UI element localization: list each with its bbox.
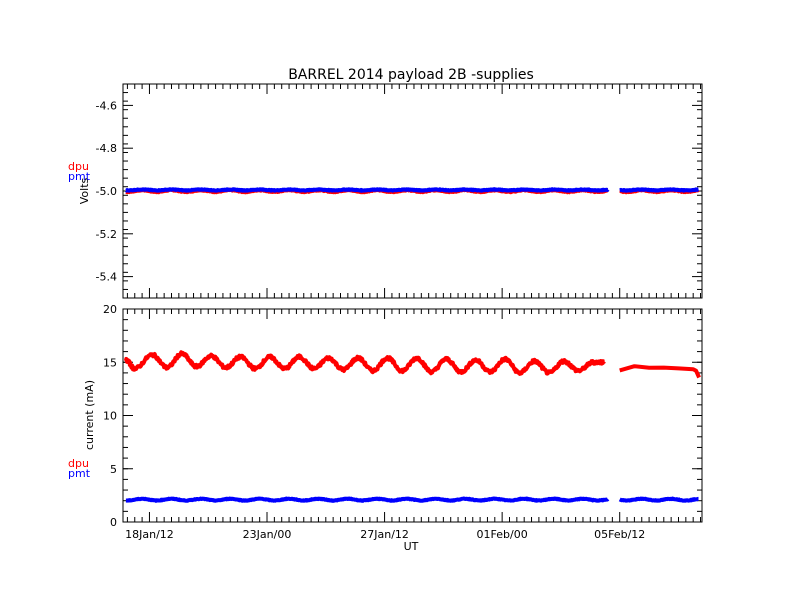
x-axis-ticks: 18Jan/12 23Jan/00 27Jan/12 01Feb/00 05Feb/12 — [125, 528, 645, 541]
series-pmt-current-seg1 — [618, 496, 700, 503]
ytick-label: 0 — [110, 516, 117, 529]
ytick-label: 5 — [110, 463, 117, 476]
legend-pmt-voltage: pmt — [68, 170, 91, 183]
xtick-label: 18Jan/12 — [125, 528, 174, 541]
legend-dpu-current: dpu — [68, 457, 89, 470]
series-pmt-current-seg0 — [124, 496, 610, 503]
legend-dpu-voltage: dpu — [68, 160, 89, 173]
chart-title: BARREL 2014 payload 2B -supplies — [288, 67, 534, 83]
series-pmt-voltage-seg0 — [124, 187, 610, 193]
current-panel: 0 5 10 15 20 current (mA) dpu pmt — [68, 303, 703, 529]
series-pmt-voltage-seg1 — [618, 187, 700, 193]
ytick-label: 15 — [103, 356, 117, 369]
ytick-label: -5.0 — [96, 185, 117, 198]
current-axis-label: current (mA) — [83, 380, 96, 450]
ytick-label: -4.6 — [96, 99, 117, 112]
legend-pmt-current: pmt — [68, 467, 91, 480]
ytick-label: 20 — [103, 303, 117, 316]
xtick-label: 27Jan/12 — [360, 528, 409, 541]
voltage-axis-label: Volts — [78, 177, 91, 204]
ytick-label: -4.8 — [96, 142, 117, 155]
xtick-label: 01Feb/00 — [477, 528, 528, 541]
ytick-label: -5.2 — [96, 228, 117, 241]
xtick-label: 05Feb/12 — [594, 528, 645, 541]
x-axis-label: UT — [404, 540, 419, 553]
series-dpu-current-seg1 — [619, 364, 701, 379]
xtick-label: 23Jan/00 — [243, 528, 292, 541]
series-dpu-current-seg0 — [123, 350, 607, 376]
ytick-label: -5.4 — [96, 271, 117, 284]
ytick-label: 10 — [103, 410, 117, 423]
voltage-panel: -4.6 -4.8 -5.0 -5.2 -5.4 Volts dpu pmt — [68, 83, 703, 299]
